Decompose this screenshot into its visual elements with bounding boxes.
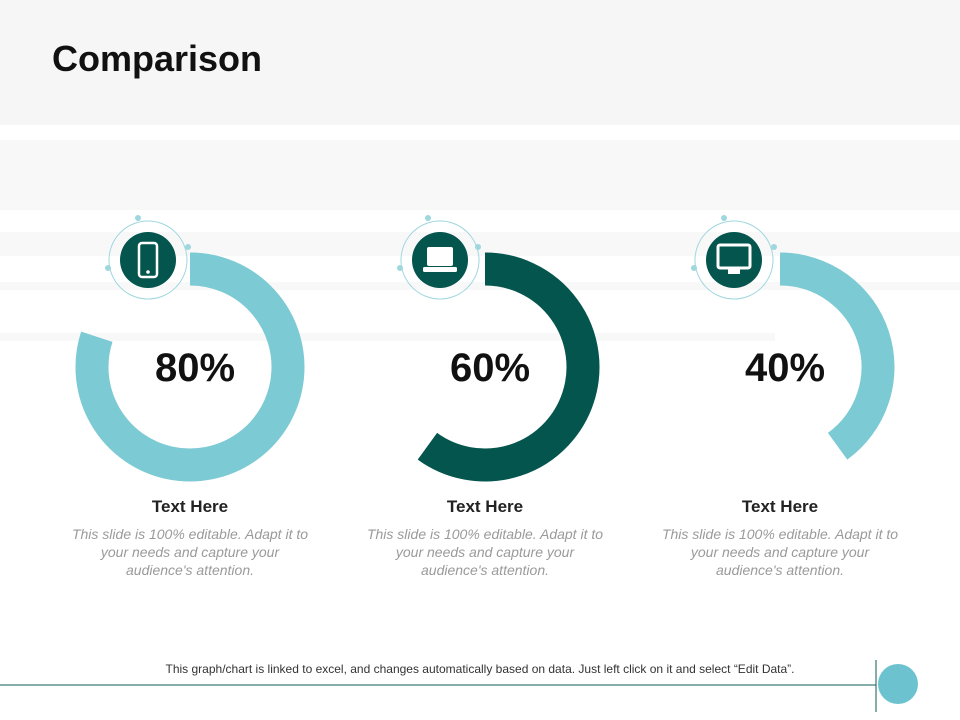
value-label: 60% [449,346,531,390]
donut-arc [417,252,600,482]
value-label: 40% [744,346,826,390]
item-description: This slide is 100% editable. Adapt it to… [71,526,309,578]
item-label: Text Here [446,497,524,516]
slide-title: Comparison [52,38,263,79]
donut-arc [75,252,305,482]
stripe [0,333,775,341]
footer-dot [878,664,918,704]
item-description: This slide is 100% editable. Adapt it to… [366,526,604,578]
footer-note: This graph/chart is linked to excel, and… [165,662,795,676]
stripe [0,140,960,210]
monitor-icon [691,215,777,300]
header-band [0,0,960,125]
phone-icon [105,215,191,300]
item-description: This slide is 100% editable. Adapt it to… [661,526,899,578]
donut-arc [779,252,895,460]
stripe [0,282,960,290]
item-label: Text Here [741,497,819,516]
icons [105,215,777,300]
item-label: Text Here [151,497,229,516]
value-label: 80% [154,346,236,390]
laptop-icon [397,215,481,300]
